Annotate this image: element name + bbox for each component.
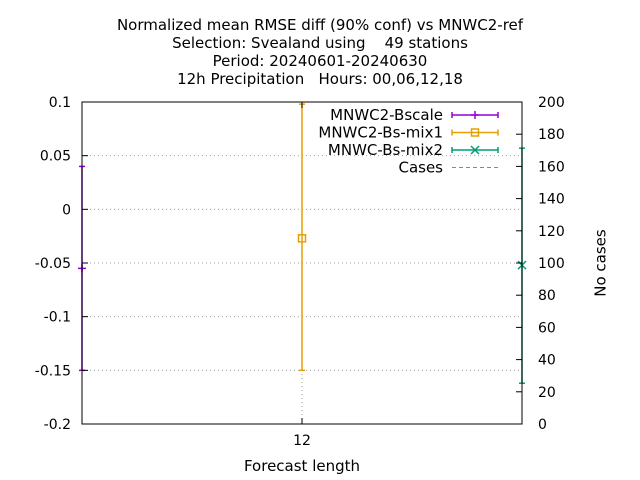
legend-item-mnwc-bs-mix2: MNWC-Bs-mix2 (328, 141, 499, 159)
y2-tick-label: 20 (538, 385, 556, 401)
x-tick-label: 12 (293, 433, 311, 449)
y2-tick-label: 0 (538, 417, 547, 433)
y2-tick-label: 60 (538, 320, 556, 336)
y2-axis-label: No cases (592, 229, 610, 297)
y2-tick-label: 160 (538, 159, 565, 175)
legend-marker (470, 128, 480, 137)
title-line-1: Normalized mean RMSE diff (90% conf) vs … (116, 16, 524, 34)
x-axis-label: Forecast length (244, 457, 360, 475)
y-tick-label: 0 (62, 202, 71, 218)
y2-tick-label: 40 (538, 353, 556, 369)
legend-label: MNWC-Bs-mix2 (328, 141, 443, 159)
y-tick-label: -0.2 (44, 417, 71, 433)
y2-tick-label: 100 (538, 256, 565, 272)
y-tick-label: -0.05 (35, 256, 71, 272)
y2-tick-label: 80 (538, 288, 556, 304)
y2-tick-label: 120 (538, 224, 565, 240)
y-tick-label: -0.1 (44, 310, 71, 326)
y-tick-label: -0.15 (35, 363, 71, 379)
legend-item-cases: Cases (398, 159, 498, 177)
y-tick-label: 0.05 (40, 149, 71, 165)
legend-label: MNWC2-Bscale (330, 106, 443, 124)
axis-ticks: 0.10.050-0.05-0.1-0.15-0.220018016014012… (35, 95, 565, 449)
legend-label: MNWC2-Bs-mix1 (318, 124, 443, 142)
series-marks (78, 103, 527, 384)
legend-marker (471, 111, 479, 119)
y-tick-label: 0.1 (49, 95, 71, 111)
title-line-4: 12h Precipitation Hours: 00,06,12,18 (177, 70, 463, 88)
legend-item-mnwc2-bscale: MNWC2-Bscale (330, 106, 499, 124)
y2-tick-label: 140 (538, 192, 565, 208)
y2-tick-label: 180 (538, 127, 565, 143)
title-line-2: Selection: Svealand using 49 stations (172, 34, 468, 52)
legend-item-mnwc2-bs-mix1: MNWC2-Bs-mix1 (318, 124, 499, 142)
series-mnwc2-bs-mix1 (297, 103, 307, 372)
y2-tick-label: 200 (538, 95, 565, 111)
legend: MNWC2-BscaleMNWC2-Bs-mix1MNWC-Bs-mix2Cas… (318, 106, 499, 177)
point-mnwc2-bs-mix1 (297, 234, 307, 243)
legend-marker (470, 145, 480, 155)
legend-label: Cases (398, 159, 443, 177)
title-line-3: Period: 20240601-20240630 (212, 52, 428, 70)
